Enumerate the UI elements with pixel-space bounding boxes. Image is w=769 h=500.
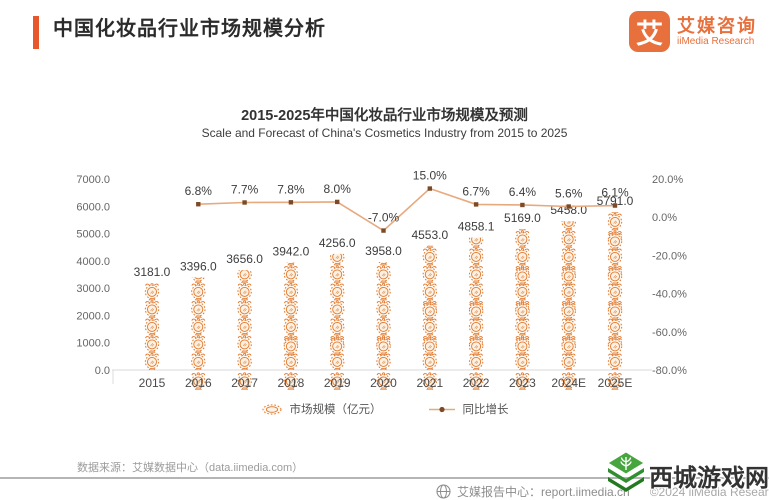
legend-label-market-scale: 市场规模（亿元） [289,404,382,416]
x-axis-label: 2017 [231,376,258,390]
growth-marker [335,199,340,205]
left-axis-tick: 0.0 [95,365,110,377]
right-axis-tick: -60.0% [652,327,687,339]
left-axis-tick: 5000.0 [76,229,110,241]
bar-value-label: 3656.0 [226,252,263,266]
left-axis-tick: 3000.0 [76,283,110,295]
watermark-text: 西城游戏网 [649,464,769,492]
bar-value-label: 5791.0 [597,194,634,208]
legend-item-yoy-growth[interactable]: 同比增长 [428,401,509,417]
right-axis-tick: -40.0% [652,289,687,301]
report-center-link[interactable]: 艾媒报告中心：report.iimedia.cn [457,485,630,499]
bar-2016 [191,277,206,370]
bar-value-label: 4256.0 [319,236,356,250]
bar-value-label: 3958.0 [365,244,402,258]
x-axis-label: 2019 [324,376,351,390]
left-axis-tick: 1000.0 [76,338,110,350]
bar-value-label: 5169.0 [504,211,541,225]
compact-legend-icon [262,403,281,415]
iimedia-logo-icon: 艾 [629,11,670,52]
left-axis-tick: 7000.0 [76,174,110,186]
left-axis-tick: 2000.0 [76,310,110,322]
growth-marker [427,186,432,191]
brand-name-en: iiMedia Research [677,35,755,47]
bar-2017 [237,270,252,370]
right-axis-tick: 0.0% [652,212,677,224]
data-source-note: 数据来源：艾媒数据中心（data.iimedia.com） [77,462,304,474]
legend-item-market-scale[interactable]: 市场规模（亿元） [261,401,382,417]
brand-name-cn: 艾媒咨询 [677,15,757,36]
x-axis-label: 2015 [139,376,166,390]
iimedia-logo-text: 艾媒咨询 iiMedia Research [677,16,757,48]
watermark-logo-icon [607,451,645,492]
market-scale-chart: 0.0 1000.0 2000.0 3000.0 4000.0 5000.0 6000.0 7… [76,169,687,390]
bar-value-label: 4553.0 [411,228,448,242]
left-axis-tick: 6000.0 [76,201,110,213]
watermark: 西城游戏网 [603,451,769,499]
iimedia-logo: 艾 艾媒咨询 iiMedia Research [629,11,757,52]
title-accent-bar [33,16,39,49]
chart-title: 2015-2025年中国化妆品行业市场规模及预测 [241,108,528,124]
chart-subtitle: Scale and Forecast of China's Cosmetics … [201,126,568,140]
legend-label-yoy-growth: 同比增长 [462,404,509,416]
growth-value-label: 7.7% [231,182,259,196]
footer-divider [0,477,769,479]
bar-2015 [144,283,160,370]
right-axis-tick: -80.0% [652,365,687,377]
growth-marker [381,228,386,233]
bar-value-label: 4858.1 [458,219,495,233]
growth-line [198,187,616,232]
x-axis-label: 2025E [598,376,633,390]
growth-marker [473,202,479,207]
x-axis-label: 2016 [185,376,212,390]
globe-icon [436,484,451,499]
footer-bar: 艾媒报告中心：report.iimedia.cn ©2024 iiMedia R… [436,483,769,500]
growth-value-label: 7.8% [277,182,305,196]
growth-value-label: 5.6% [555,187,583,201]
bar-value-label: 3942.0 [273,244,310,258]
growth-value-label: 6.8% [185,184,213,198]
right-axis-tick: 20.0% [652,174,683,186]
x-axis-label: 2021 [416,376,443,390]
growth-value-label: 6.1% [601,186,629,200]
growth-value-label: 15.0% [413,169,447,183]
growth-value-label: 8.0% [324,182,352,196]
bar-value-label: 3181.0 [134,265,171,279]
growth-marker [288,200,294,205]
growth-marker [242,200,247,205]
x-axis-label: 2022 [463,376,490,390]
left-axis-tick: 4000.0 [76,256,110,268]
bar-value-label: 3396.0 [180,259,217,273]
x-axis-label: 2018 [278,376,305,390]
growth-marker [612,203,618,208]
page-title: 中国化妆品行业市场规模分析 [53,18,326,40]
growth-marker [520,202,525,208]
growth-value-label: 6.7% [462,184,490,198]
line-marker-legend-icon [428,406,455,412]
x-axis-label: 2020 [370,376,397,390]
copyright-text: ©2024 iiMedia Research Inc. [649,484,769,499]
x-axis-label: 2024E [551,376,586,390]
growth-marker [196,202,201,207]
growth-value-label: -7.0% [368,211,400,225]
x-axis-label: 2023 [509,376,536,390]
growth-marker [566,204,571,209]
chart-legend: 市场规模（亿元） 同比增长 [0,401,769,417]
growth-value-label: 6.4% [509,185,537,199]
right-axis-tick: -20.0% [652,250,687,262]
